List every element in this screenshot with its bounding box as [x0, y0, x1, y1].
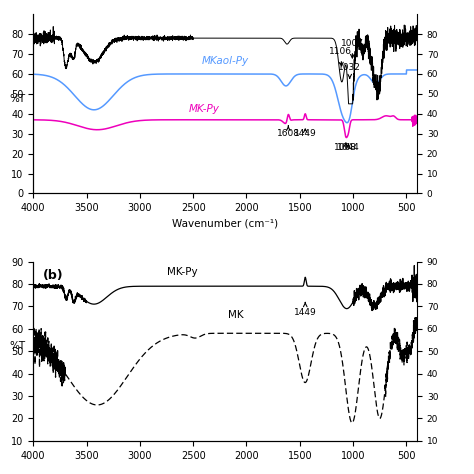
Text: MK: MK	[228, 310, 244, 319]
Text: (b): (b)	[43, 269, 64, 282]
X-axis label: Wavenumber (cm⁻¹): Wavenumber (cm⁻¹)	[172, 219, 278, 229]
Y-axis label: %T: %T	[10, 94, 26, 104]
Text: 1068: 1068	[334, 143, 357, 152]
Text: 1044: 1044	[337, 143, 360, 152]
Y-axis label: %T: %T	[10, 341, 26, 351]
Text: MKaol-Py: MKaol-Py	[201, 56, 249, 66]
Text: 1608: 1608	[277, 126, 300, 138]
Text: 1449: 1449	[294, 302, 317, 318]
Text: MK-Py: MK-Py	[167, 267, 198, 277]
Text: 1007: 1007	[341, 39, 364, 58]
Text: 1106: 1106	[329, 47, 352, 66]
Text: 1032: 1032	[338, 63, 361, 78]
Text: 1449: 1449	[294, 129, 317, 138]
Text: MK-Py: MK-Py	[188, 104, 219, 114]
